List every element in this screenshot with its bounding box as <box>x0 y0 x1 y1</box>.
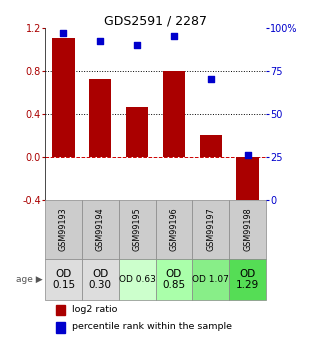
Bar <box>53 38 75 157</box>
Bar <box>163 71 185 157</box>
Text: GSM99198: GSM99198 <box>243 208 252 252</box>
Bar <box>126 107 148 157</box>
Text: age ▶: age ▶ <box>16 275 43 284</box>
Text: GSM99194: GSM99194 <box>96 208 105 252</box>
Bar <box>192 259 229 300</box>
Bar <box>56 322 65 333</box>
Bar <box>229 259 266 300</box>
Bar <box>156 259 192 300</box>
Text: OD
0.30: OD 0.30 <box>89 269 112 290</box>
Bar <box>82 259 119 300</box>
Point <box>61 30 66 36</box>
Text: GSM99195: GSM99195 <box>132 208 142 252</box>
Text: GSM99193: GSM99193 <box>59 208 68 252</box>
Bar <box>82 200 119 259</box>
Bar <box>56 305 65 315</box>
Text: OD
1.29: OD 1.29 <box>236 269 259 290</box>
Text: OD
0.15: OD 0.15 <box>52 269 75 290</box>
Text: OD
0.85: OD 0.85 <box>162 269 185 290</box>
Point <box>208 77 213 82</box>
Point <box>98 39 103 44</box>
Point <box>171 33 176 39</box>
Text: OD 1.07: OD 1.07 <box>192 275 229 284</box>
Bar <box>89 79 111 157</box>
Bar <box>119 259 156 300</box>
Text: percentile rank within the sample: percentile rank within the sample <box>72 323 232 332</box>
Point <box>135 42 140 48</box>
Text: OD 0.63: OD 0.63 <box>119 275 156 284</box>
Bar <box>200 135 222 157</box>
Bar <box>229 200 266 259</box>
Title: GDS2591 / 2287: GDS2591 / 2287 <box>104 14 207 28</box>
Bar <box>45 200 82 259</box>
Text: log2 ratio: log2 ratio <box>72 305 117 314</box>
Text: GSM99196: GSM99196 <box>169 208 179 252</box>
Point <box>245 152 250 158</box>
Bar <box>45 259 82 300</box>
Text: GSM99197: GSM99197 <box>206 208 215 252</box>
Bar <box>119 200 156 259</box>
Bar <box>236 157 258 213</box>
Bar <box>192 200 229 259</box>
Bar <box>156 200 192 259</box>
